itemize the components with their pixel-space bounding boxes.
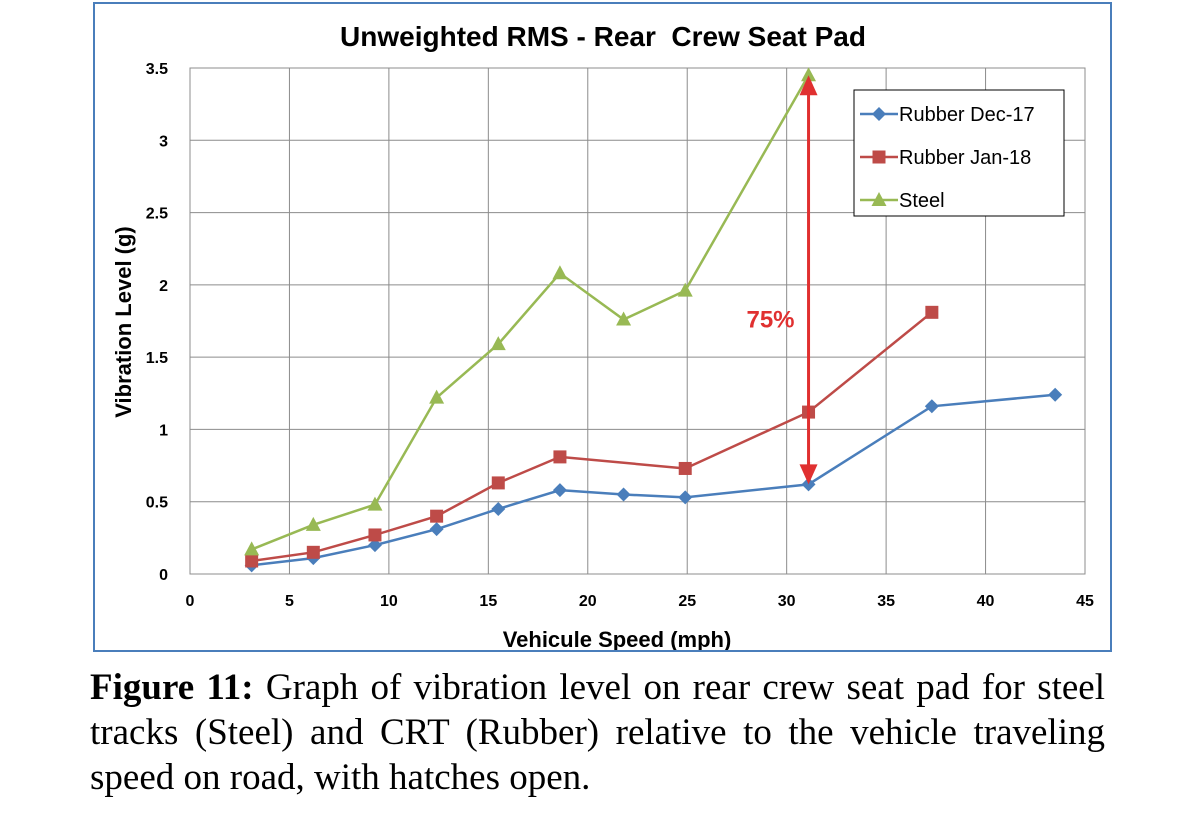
data-point xyxy=(430,509,444,523)
x-tick-label: 20 xyxy=(579,593,597,610)
legend-swatch-marker xyxy=(872,150,886,164)
plot-area-border xyxy=(189,67,1086,575)
data-point xyxy=(616,487,631,502)
x-tick-label: 35 xyxy=(877,593,895,610)
x-tick-label: 5 xyxy=(285,593,294,610)
data-point xyxy=(429,389,445,404)
x-tick-label: 25 xyxy=(678,593,696,610)
x-tick-label: 40 xyxy=(977,593,995,610)
legend-label: Steel xyxy=(899,190,945,212)
annotation-arrow-head-top xyxy=(799,75,818,96)
data-point xyxy=(306,545,320,559)
x-tick-label: 45 xyxy=(1076,593,1094,610)
y-tick-label: 0 xyxy=(159,567,168,584)
data-point xyxy=(244,541,260,556)
annotation: 75% xyxy=(746,75,818,485)
y-tick-label: 0.5 xyxy=(146,495,168,512)
series-line xyxy=(251,74,810,551)
series-rubber-jan-18 xyxy=(245,305,939,568)
series-layer xyxy=(244,67,1063,573)
x-tick-label: 15 xyxy=(479,593,497,610)
data-point xyxy=(491,501,506,516)
data-point xyxy=(553,450,567,464)
chart-title: Unweighted RMS - Rear Crew Seat Pad xyxy=(340,21,866,52)
x-axis-title: Vehicule Speed (mph) xyxy=(503,627,732,650)
legend-box xyxy=(853,89,1065,217)
caption-label: Figure 11: xyxy=(90,667,254,708)
data-point xyxy=(801,67,817,82)
data-point xyxy=(429,522,444,537)
data-point xyxy=(490,336,506,351)
y-tick-label: 3 xyxy=(159,133,168,150)
data-point xyxy=(367,538,382,553)
series-line xyxy=(251,311,933,563)
legend: Rubber Dec-17 Rubber Jan-18 Steel xyxy=(853,89,1065,217)
data-point xyxy=(925,305,939,319)
series-steel xyxy=(244,67,817,556)
figure-caption: Figure 11: Graph of vibration level on r… xyxy=(90,665,1105,800)
data-point xyxy=(367,496,383,511)
data-point xyxy=(616,311,632,326)
data-point xyxy=(1048,387,1063,402)
axes: 0 5 10 15 20 25 30 35 40 45 0 0.5 1 1.5 2 2.5 3 3.5 xyxy=(146,61,1094,610)
legend-label: Rubber Dec-17 xyxy=(899,104,1035,126)
data-point xyxy=(678,461,692,475)
x-tick-label: 10 xyxy=(380,593,398,610)
y-tick-label: 1 xyxy=(159,422,168,439)
data-point xyxy=(245,554,259,568)
annotation-arrow-head-bottom xyxy=(799,464,818,485)
legend-entry: Rubber Jan-18 xyxy=(860,147,1031,169)
legend-swatch-marker xyxy=(872,107,886,121)
legend-label: Rubber Jan-18 xyxy=(899,147,1031,169)
y-tick-label: 3.5 xyxy=(146,61,168,78)
data-point xyxy=(491,476,505,490)
series-rubber-dec-17 xyxy=(244,387,1063,573)
data-point xyxy=(552,483,567,498)
x-tick-label: 30 xyxy=(778,593,796,610)
legend-swatch-marker xyxy=(871,192,887,206)
y-tick-label: 1.5 xyxy=(146,350,168,367)
legend-entry: Rubber Dec-17 xyxy=(860,104,1035,126)
data-point xyxy=(552,265,568,280)
data-point xyxy=(368,528,382,542)
data-point xyxy=(678,490,693,505)
data-point xyxy=(677,282,693,297)
x-tick-label: 0 xyxy=(186,593,195,610)
annotation-label: 75% xyxy=(746,307,794,334)
chart-svg: Unweighted RMS - Rear Crew Seat Pad 0 5 10… xyxy=(111,21,1094,650)
chart-frame: Unweighted RMS - Rear Crew Seat Pad 0 5 10… xyxy=(93,2,1112,652)
y-tick-label: 2 xyxy=(159,278,168,295)
data-point xyxy=(305,516,321,531)
caption-text: Graph of vibration level on rear crew se… xyxy=(90,667,1105,798)
data-point xyxy=(924,399,939,414)
legend-entry: Steel xyxy=(860,190,945,212)
y-axis-title: Vibration Level (g) xyxy=(111,226,136,418)
y-tick-label: 2.5 xyxy=(146,206,168,223)
